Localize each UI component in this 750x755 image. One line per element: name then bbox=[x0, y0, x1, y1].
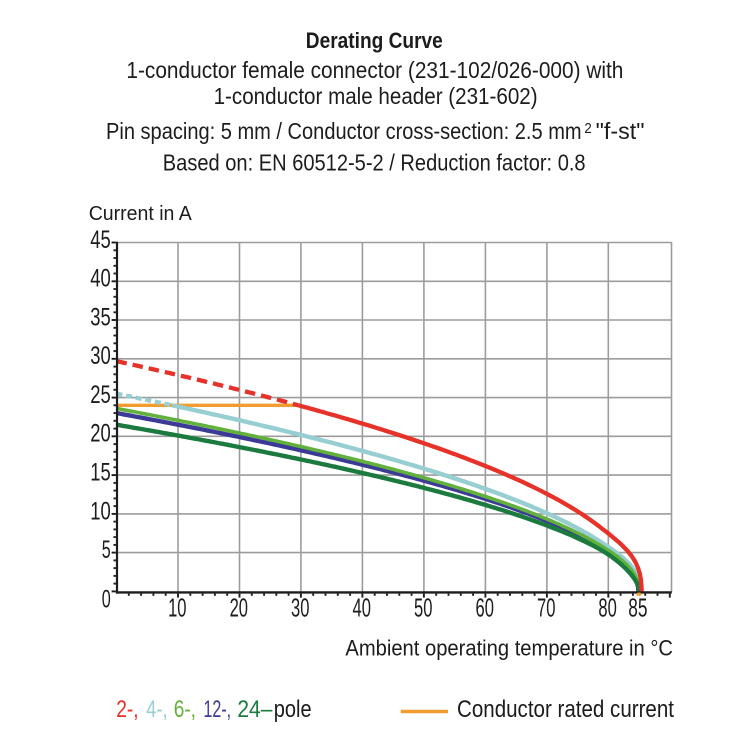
svg-text:Current in A: Current in A bbox=[89, 203, 193, 225]
svg-text:Derating Curve: Derating Curve bbox=[306, 28, 443, 53]
svg-text:Conductor rated current: Conductor rated current bbox=[457, 696, 674, 723]
svg-text:pole: pole bbox=[274, 696, 312, 723]
svg-text:40: 40 bbox=[90, 265, 111, 293]
svg-text:20: 20 bbox=[90, 420, 111, 448]
svg-text:2: 2 bbox=[584, 121, 591, 137]
svg-text:40: 40 bbox=[353, 592, 371, 622]
svg-text:30: 30 bbox=[90, 342, 111, 370]
svg-text:24–: 24– bbox=[237, 696, 273, 723]
svg-text:25: 25 bbox=[90, 381, 111, 409]
svg-text:15: 15 bbox=[90, 459, 111, 487]
svg-text:80: 80 bbox=[598, 592, 616, 622]
svg-text:"f-st": "f-st" bbox=[596, 118, 645, 144]
svg-text:1-conductor male header (231-6: 1-conductor male header (231-602) bbox=[214, 83, 538, 109]
svg-text:6-,: 6-, bbox=[174, 696, 196, 723]
svg-text:Ambient operating temperature: Ambient operating temperature in °C bbox=[345, 635, 673, 660]
svg-text:50: 50 bbox=[414, 592, 432, 622]
svg-text:30: 30 bbox=[291, 592, 309, 622]
svg-text:45: 45 bbox=[90, 226, 111, 254]
svg-text:70: 70 bbox=[537, 592, 555, 622]
svg-text:4-,: 4-, bbox=[146, 696, 168, 723]
svg-text:85: 85 bbox=[628, 592, 647, 622]
svg-text:10: 10 bbox=[90, 497, 111, 525]
svg-text:10: 10 bbox=[168, 592, 186, 622]
svg-text:5: 5 bbox=[102, 536, 111, 564]
svg-text:35: 35 bbox=[90, 303, 111, 331]
svg-text:2-,: 2-, bbox=[116, 696, 138, 723]
svg-text:20: 20 bbox=[230, 592, 248, 622]
svg-text:Pin spacing: 5 mm / Conductor: Pin spacing: 5 mm / Conductor cross-sect… bbox=[106, 118, 582, 144]
svg-text:0: 0 bbox=[102, 585, 111, 613]
svg-text:60: 60 bbox=[476, 592, 494, 622]
svg-text:1-conductor female connector (: 1-conductor female connector (231-102/02… bbox=[126, 57, 623, 83]
svg-text:Based on: EN 60512-5-2 / Reduc: Based on: EN 60512-5-2 / Reduction facto… bbox=[163, 149, 586, 175]
svg-text:12-,: 12-, bbox=[204, 696, 232, 723]
